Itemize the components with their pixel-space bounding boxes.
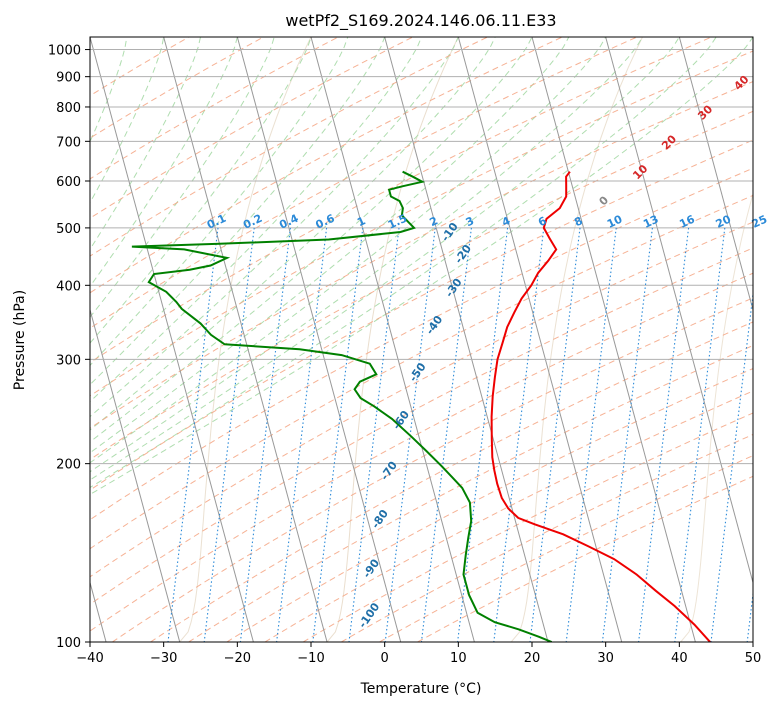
moist-adiabat-line	[0, 37, 532, 642]
x-tick-label: 40	[671, 651, 688, 666]
dry-adiabat-line	[0, 37, 637, 642]
x-tick-label: 0	[381, 651, 389, 666]
moist-adiabat-label: -10	[439, 220, 461, 244]
dry-adiabat-label: 10	[630, 162, 650, 182]
y-tick-label: 800	[56, 101, 81, 116]
x-tick-label: −10	[297, 651, 324, 666]
mixing-ratio-line	[494, 228, 544, 642]
mixing-ratio-line	[349, 228, 399, 642]
dry-adiabat-line	[0, 37, 338, 642]
moist-adiabat-label: -100	[356, 600, 383, 630]
y-tick-label: 700	[56, 135, 81, 150]
y-tick-label: 500	[56, 222, 81, 237]
moist-adiabat-line	[0, 37, 237, 642]
mixing-ratio-label: 1	[355, 214, 367, 229]
dry-adiabat-line	[0, 37, 264, 642]
dry-adiabat-line	[0, 37, 488, 642]
x-tick-label: −40	[76, 651, 103, 666]
moist-adiabat-line	[0, 37, 385, 642]
dry-adiabat-label: 0	[597, 193, 612, 208]
mixing-ratio-label: 4	[500, 214, 513, 229]
mixing-ratio-label: 3	[464, 214, 476, 229]
isotherm-line	[16, 37, 179, 642]
mixing-ratio-label: 0.6	[314, 212, 337, 232]
moist-adiabat-line	[0, 37, 679, 642]
moist-adiabat-label: -60	[390, 408, 412, 432]
moist-adiabat-line	[0, 37, 716, 642]
y-tick-label: 200	[56, 458, 81, 473]
moist-adiabat-label: -40	[423, 313, 445, 337]
background-arc	[681, 37, 775, 642]
mixing-ratio-line	[675, 228, 725, 642]
moist-adiabat-line	[0, 37, 569, 642]
mixing-ratio-label: 2	[428, 214, 440, 229]
y-tick-label: 600	[56, 175, 81, 190]
x-tick-label: 20	[524, 651, 541, 666]
isotherm-line	[90, 37, 253, 642]
line-labels: 0.10.20.40.611.5234681013162025303601020…	[205, 73, 775, 631]
dewpoint-profile-line	[132, 172, 552, 642]
y-tick-label: 1000	[48, 44, 81, 59]
mixing-ratio-line	[240, 228, 290, 642]
x-tick-label: −30	[150, 651, 177, 666]
dry-adiabat-label: 20	[659, 132, 679, 152]
dry-adiabat-line	[227, 37, 775, 642]
x-axis-label: Temperature (°C)	[360, 681, 482, 697]
mixing-ratio-label: 0.2	[241, 212, 264, 232]
isotherm-line	[679, 37, 775, 642]
y-tick-label: 100	[56, 636, 81, 651]
y-tick-label: 900	[56, 71, 81, 86]
isotherm-line	[606, 37, 769, 642]
moist-adiabat-line	[0, 37, 422, 642]
x-tick-label: 10	[450, 651, 467, 666]
dry-adiabat-line	[0, 37, 189, 642]
y-tick-label: 400	[56, 279, 81, 294]
mixing-ratio-line	[747, 228, 775, 642]
x-tick-label: −20	[224, 651, 251, 666]
moist-adiabat-line	[0, 37, 495, 642]
chart-title: wetPf2_S169.2024.146.06.11.E33	[285, 11, 556, 31]
dry-adiabat-line	[341, 37, 775, 642]
moist-adiabat-label: -20	[452, 242, 474, 266]
background-lines	[0, 37, 775, 642]
dry-adiabat-line	[0, 37, 562, 642]
mixing-ratio-line	[204, 228, 254, 642]
moist-adiabat-label: -30	[443, 276, 465, 300]
moist-adiabat-label: -80	[369, 507, 391, 531]
dry-adiabat-line	[36, 37, 775, 642]
x-tick-label: 30	[597, 651, 614, 666]
dry-adiabat-line	[151, 37, 775, 642]
x-tick-label: 50	[745, 651, 762, 666]
isotherm-line	[532, 37, 695, 642]
dry-adiabat-line	[0, 37, 413, 642]
y-tick-label: 300	[56, 353, 81, 368]
isotherm-line	[753, 37, 775, 642]
isotherm-line	[164, 37, 327, 642]
mixing-ratio-line	[530, 228, 580, 642]
mixing-ratio-label: 6	[536, 214, 549, 229]
moist-adiabat-label: -50	[407, 360, 429, 384]
y-axis-label: Pressure (hPa)	[12, 290, 28, 390]
mixing-ratio-line	[639, 228, 689, 642]
mixing-ratio-line	[602, 228, 652, 642]
dry-adiabat-line	[265, 37, 775, 642]
temperature-profile-line	[492, 172, 710, 642]
